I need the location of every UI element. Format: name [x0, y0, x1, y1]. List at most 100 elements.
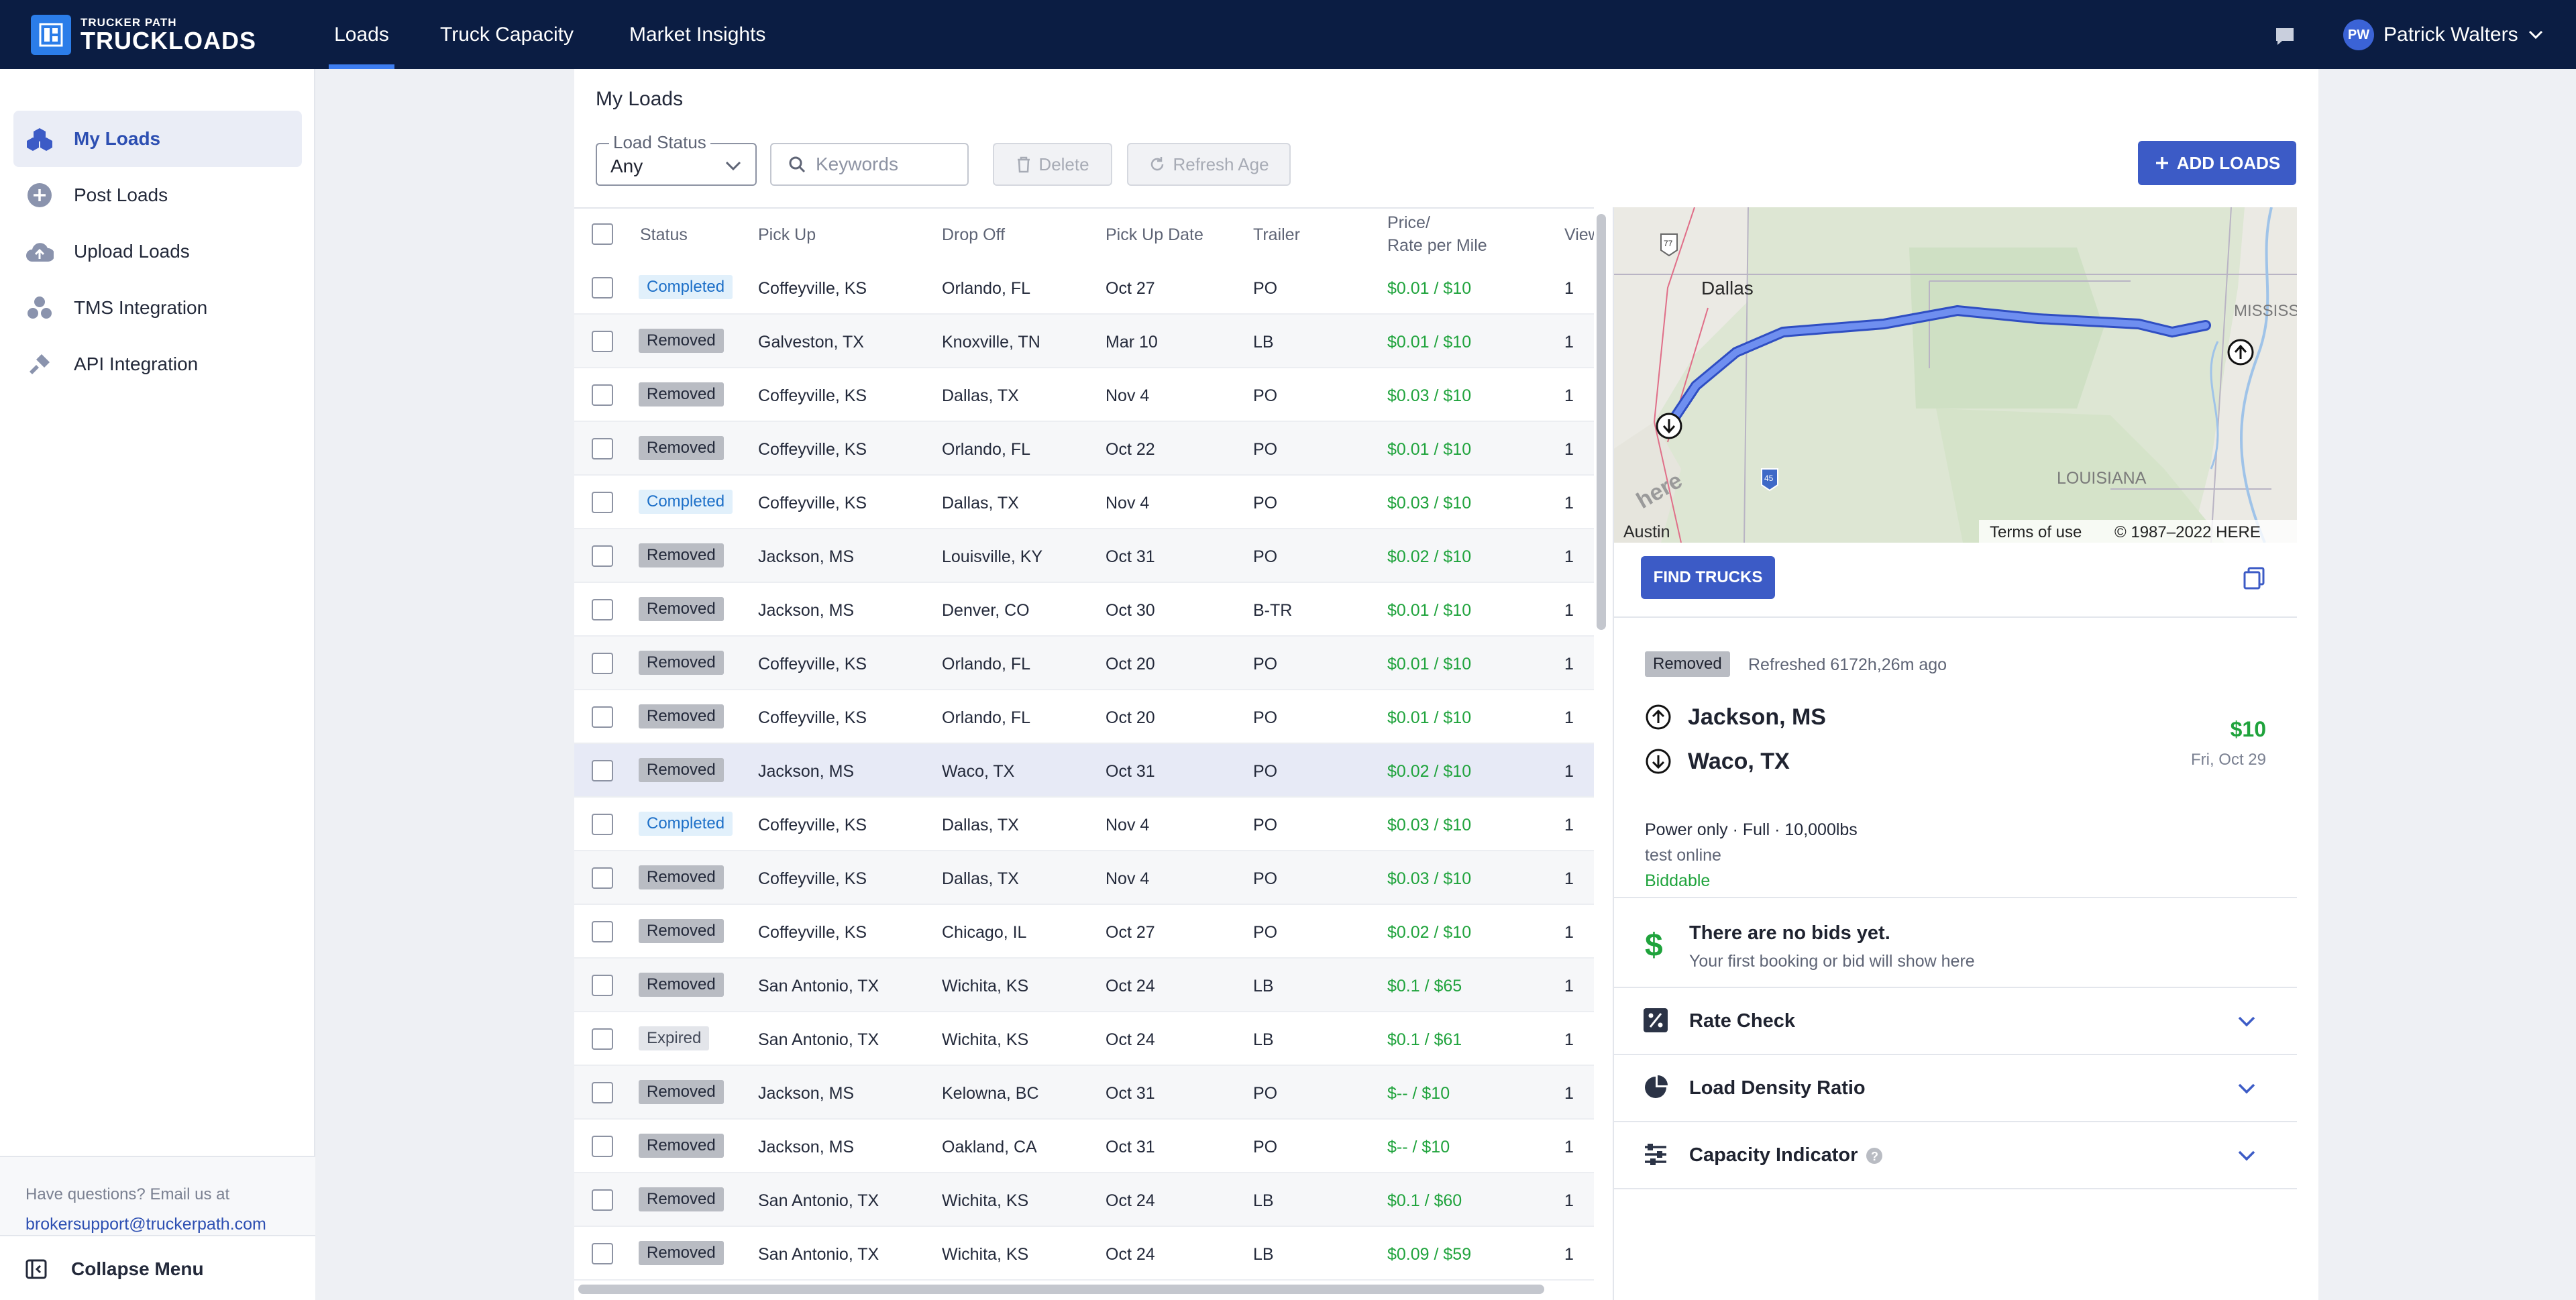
cell-price: $0.01 / $10	[1387, 601, 1472, 620]
cell-dropoff: Wichita, KS	[942, 1245, 1029, 1264]
col-pickup[interactable]: Pick Up	[758, 225, 816, 244]
chat-icon[interactable]	[2273, 24, 2297, 48]
no-bids-subtitle: Your first booking or bid will show here	[1689, 952, 1975, 971]
table-row[interactable]: Removed Coffeyville, KS Chicago, IL Oct 27 P…	[574, 905, 1594, 959]
row-checkbox[interactable]	[592, 545, 613, 567]
cell-price: $-- / $10	[1387, 1138, 1450, 1156]
tab-loads[interactable]: Loads	[329, 0, 394, 69]
keywords-search-input[interactable]: Keywords	[770, 143, 969, 186]
sidebar-item-post-loads[interactable]: Post Loads	[13, 167, 302, 223]
tab-market-insights[interactable]: Market Insights	[629, 23, 766, 46]
table-row[interactable]: Removed Coffeyville, KS Orlando, FL Oct 22 P…	[574, 422, 1594, 476]
table-row[interactable]: Removed Jackson, MS Waco, TX Oct 31 PO $0.02 …	[574, 744, 1594, 798]
col-trailer[interactable]: Trailer	[1253, 225, 1300, 244]
map-label-louisiana: LOUISIANA	[2057, 469, 2147, 488]
find-trucks-button[interactable]: FIND TRUCKS	[1641, 556, 1775, 599]
status-badge: Removed	[639, 1241, 724, 1265]
row-checkbox[interactable]	[592, 760, 613, 781]
sidebar-item-my-loads[interactable]: My Loads	[13, 111, 302, 167]
help-icon[interactable]: ?	[1866, 1147, 1883, 1164]
table-row[interactable]: Removed Coffeyville, KS Orlando, FL Oct 20 P…	[574, 637, 1594, 690]
tab-truck-capacity[interactable]: Truck Capacity	[440, 23, 574, 46]
select-all-checkbox[interactable]	[592, 223, 613, 245]
table-row[interactable]: Completed Coffeyville, KS Dallas, TX Nov 4 P…	[574, 798, 1594, 851]
accordion-capacity-indicator[interactable]: Capacity Indicator ?	[1614, 1122, 2297, 1189]
table-row[interactable]: Removed San Antonio, TX Wichita, KS Oct 24 L…	[574, 1173, 1594, 1227]
table-row[interactable]: Removed Jackson, MS Oakland, CA Oct 31 PO $--…	[574, 1120, 1594, 1173]
cell-date: Oct 31	[1106, 547, 1155, 566]
no-bids-title: There are no bids yet.	[1689, 922, 1890, 944]
accordion-rate-check[interactable]: Rate Check	[1614, 988, 2297, 1055]
row-checkbox[interactable]	[592, 384, 613, 406]
table-row[interactable]: Removed Jackson, MS Kelowna, BC Oct 31 PO $--…	[574, 1066, 1594, 1120]
table-row[interactable]: Removed San Antonio, TX Wichita, KS Oct 24 L…	[574, 959, 1594, 1012]
sidebar-item-label: TMS Integration	[74, 297, 208, 318]
accordion-load-density-ratio[interactable]: Load Density Ratio	[1614, 1055, 2297, 1122]
row-checkbox[interactable]	[592, 814, 613, 835]
row-checkbox[interactable]	[592, 599, 613, 620]
route-map[interactable]: Dallas MISSISS LOUISIANA Austin here 77 …	[1614, 207, 2297, 543]
row-checkbox[interactable]	[592, 277, 613, 299]
table-row[interactable]: Removed Jackson, MS Denver, CO Oct 30 B-TR $0…	[574, 583, 1594, 637]
row-checkbox[interactable]	[592, 331, 613, 352]
row-checkbox[interactable]	[592, 1136, 613, 1157]
col-status[interactable]: Status	[640, 225, 688, 244]
table-vertical-scrollbar[interactable]	[1597, 214, 1606, 630]
refresh-age-button[interactable]: Refresh Age	[1127, 143, 1291, 186]
row-checkbox[interactable]	[592, 1189, 613, 1211]
row-checkbox[interactable]	[592, 1028, 613, 1050]
table-row[interactable]: Completed Coffeyville, KS Dallas, TX Nov 4 P…	[574, 476, 1594, 529]
sidebar-item-tms-integration[interactable]: TMS Integration	[13, 280, 302, 336]
add-loads-button[interactable]: ADD LOADS	[2138, 141, 2296, 185]
cell-views: 1	[1564, 1138, 1574, 1156]
row-checkbox[interactable]	[592, 975, 613, 996]
cell-trailer: PO	[1253, 494, 1278, 512]
table-row[interactable]: Removed Galveston, TX Knoxville, TN Mar 10 L…	[574, 315, 1594, 368]
user-menu[interactable]: PW Patrick Walters	[2343, 19, 2544, 51]
cell-price: $0.03 / $10	[1387, 869, 1472, 888]
truckloads-logo[interactable]: TRUCKER PATH TRUCKLOADS	[31, 15, 256, 55]
cell-date: Nov 4	[1106, 869, 1150, 888]
cell-price: $-- / $10	[1387, 1084, 1450, 1103]
table-row[interactable]: Removed San Antonio, TX Wichita, KS Oct 24 L…	[574, 1227, 1594, 1281]
row-checkbox[interactable]	[592, 492, 613, 513]
bids-section: $ There are no bids yet. Your first book…	[1614, 898, 2297, 988]
col-price-line2[interactable]: Rate per Mile	[1387, 236, 1487, 255]
cell-price: $0.02 / $10	[1387, 547, 1472, 566]
cell-date: Oct 24	[1106, 1030, 1155, 1049]
row-checkbox[interactable]	[592, 1243, 613, 1264]
load-status-value: Any	[610, 156, 643, 176]
table-row[interactable]: Removed Coffeyville, KS Dallas, TX Nov 4 PO $…	[574, 368, 1594, 422]
table-row[interactable]: Removed Coffeyville, KS Orlando, FL Oct 20 P…	[574, 690, 1594, 744]
row-checkbox[interactable]	[592, 653, 613, 674]
copy-icon[interactable]	[2242, 565, 2266, 590]
row-checkbox[interactable]	[592, 438, 613, 459]
sidebar-item-api-integration[interactable]: API Integration	[13, 336, 302, 392]
support-email-link[interactable]: brokersupport@truckerpath.com	[25, 1215, 266, 1234]
cell-views: 1	[1564, 923, 1574, 942]
delete-button[interactable]: Delete	[993, 143, 1112, 186]
map-terms-link[interactable]: Terms of use	[1990, 523, 2082, 541]
sidebar-item-upload-loads[interactable]: Upload Loads	[13, 223, 302, 280]
cell-trailer: LB	[1253, 333, 1274, 351]
cell-trailer: LB	[1253, 1030, 1274, 1049]
table-row[interactable]: Removed Jackson, MS Louisville, KY Oct 31 PO…	[574, 529, 1594, 583]
col-price-line1[interactable]: Price/	[1387, 213, 1430, 232]
table-row[interactable]: Removed Coffeyville, KS Dallas, TX Nov 4 PO $…	[574, 851, 1594, 905]
avatar: PW	[2343, 19, 2374, 50]
cell-pickup: Coffeyville, KS	[758, 708, 867, 727]
table-row[interactable]: Completed Coffeyville, KS Orlando, FL Oct 2…	[574, 261, 1594, 315]
load-status-select[interactable]: Load Status Any	[596, 132, 757, 186]
cell-price: $0.01 / $10	[1387, 333, 1472, 351]
row-checkbox[interactable]	[592, 867, 613, 889]
col-pickup-date[interactable]: Pick Up Date	[1106, 225, 1203, 244]
col-views[interactable]: View	[1564, 225, 1594, 244]
row-checkbox[interactable]	[592, 921, 613, 942]
row-checkbox[interactable]	[592, 1082, 613, 1103]
table-row[interactable]: Expired San Antonio, TX Wichita, KS Oct 24 L…	[574, 1012, 1594, 1066]
table-horizontal-scrollbar[interactable]	[578, 1285, 1544, 1294]
sidebar: My Loads Post Loads Upload Loads TMS Int…	[0, 69, 315, 1300]
collapse-menu-button[interactable]: Collapse Menu	[0, 1235, 315, 1300]
col-dropoff[interactable]: Drop Off	[942, 225, 1006, 244]
row-checkbox[interactable]	[592, 706, 613, 728]
